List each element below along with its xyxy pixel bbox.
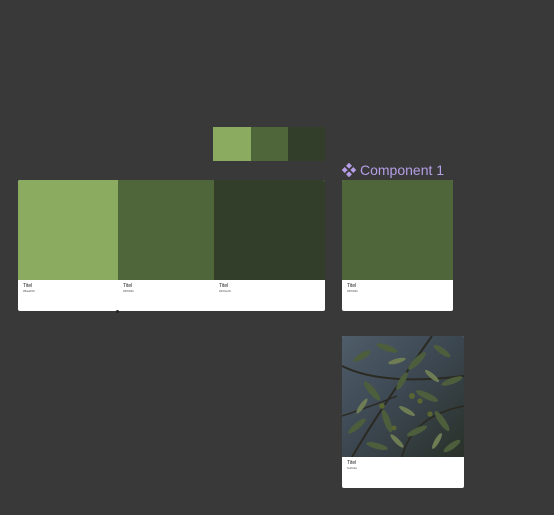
photo-card-info: Titel Subtitle [342,457,464,470]
component-card-info: Titel #4f663b [342,280,453,293]
color-block [118,180,214,280]
swatch-light-green[interactable] [213,127,251,161]
palette-item-info: Titel #323e29 [214,280,325,293]
palette-item-subtitle: #4f663b [123,289,134,293]
component-card-subtitle: #4f663b [347,289,358,293]
component-card-title: Titel [347,283,357,289]
palette-card[interactable]: Titel #8aab60 Titel #4f663b Titel #323e2… [18,180,325,311]
palette-item-info: Titel #8aab60 [18,280,118,293]
swatch-strip[interactable] [213,127,325,161]
color-block [214,180,325,280]
component-name: Component 1 [360,162,445,178]
component-card[interactable]: Titel #4f663b [342,180,453,311]
palette-item-info: Titel #4f663b [118,280,214,293]
component-label[interactable]: Component 1 [341,161,445,179]
photo-card[interactable]: Titel Subtitle [342,336,464,488]
palette-item-1[interactable]: Titel #8aab60 [18,180,118,311]
color-block [18,180,118,280]
swatch-mid-green[interactable] [251,127,288,161]
palette-item-subtitle: #323e29 [219,289,231,293]
component-icon [341,162,357,178]
photo-card-subtitle: Subtitle [347,466,358,470]
palette-item-2[interactable]: Titel #4f663b [118,180,214,311]
resize-handle[interactable] [116,310,119,313]
olive-branch-photo [342,336,464,457]
palette-item-3[interactable]: Titel #323e29 [214,180,325,311]
color-block [342,180,453,280]
palette-item-subtitle: #8aab60 [23,289,35,293]
palette-item-title: Titel [23,283,33,289]
palette-item-title: Titel [219,283,229,289]
palette-item-title: Titel [123,283,133,289]
swatch-dark-green[interactable] [288,127,325,161]
photo-card-title: Titel [347,460,357,466]
